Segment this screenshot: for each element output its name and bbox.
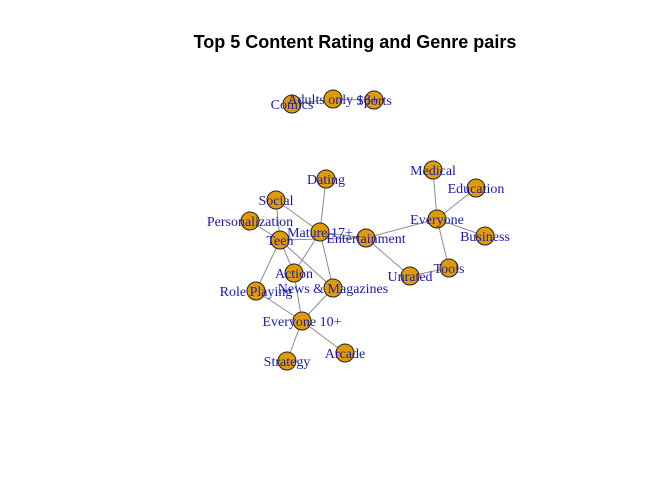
node-label-adults-only: Adults only 18+ [287, 93, 378, 108]
node-label-everyone10: Everyone 10+ [262, 315, 341, 330]
node-arcade [335, 343, 355, 363]
node-label-strategy: Strategy [264, 355, 311, 370]
node-label-mature: Mature 17+ [287, 226, 353, 241]
node-comics [282, 94, 302, 114]
node-label-medical: Medical [410, 164, 456, 179]
node-dating [316, 169, 336, 189]
edge-unrated-entertainment [365, 237, 411, 277]
node-label-dating: Dating [307, 173, 345, 188]
node-adults-only [323, 89, 343, 109]
node-strategy [277, 351, 297, 371]
edge-teen-news [279, 239, 334, 289]
edge-mature-news [319, 231, 334, 289]
node-personalization [240, 211, 260, 231]
node-label-teen: Teen [266, 234, 293, 249]
node-education [466, 178, 486, 198]
node-label-education: Education [448, 182, 505, 197]
node-label-action: Action [275, 267, 313, 282]
node-label-arcade: Arcade [325, 347, 365, 362]
node-label-business: Business [460, 230, 510, 245]
node-label-sports: Sports [356, 94, 392, 109]
node-everyone [427, 209, 447, 229]
node-entertainment [356, 228, 376, 248]
node-role-playing [246, 281, 266, 301]
node-label-social: Social [259, 194, 294, 209]
node-layer [240, 89, 495, 371]
node-business [475, 226, 495, 246]
node-label-personalization: Personalization [207, 215, 293, 230]
node-tools [439, 258, 459, 278]
node-sports [364, 90, 384, 110]
node-action [284, 263, 304, 283]
node-social [266, 190, 286, 210]
node-label-everyone: Everyone [410, 213, 464, 228]
node-label-tools: Tools [434, 262, 465, 277]
node-label-unrated: Unrated [387, 270, 432, 285]
node-unrated [400, 266, 420, 286]
node-label-role-playing: Role Playing [220, 285, 293, 300]
node-medical [423, 160, 443, 180]
chart-title: Top 5 Content Rating and Genre pairs [194, 32, 517, 52]
node-label-comics: Comics [271, 98, 314, 113]
node-everyone10 [292, 311, 312, 331]
node-label-news: News & Magazines [278, 282, 388, 297]
node-news [323, 278, 343, 298]
node-mature [310, 222, 330, 242]
node-teen [270, 230, 290, 250]
edge-everyone-entertainment [365, 218, 438, 239]
node-label-entertainment: Entertainment [326, 232, 405, 247]
